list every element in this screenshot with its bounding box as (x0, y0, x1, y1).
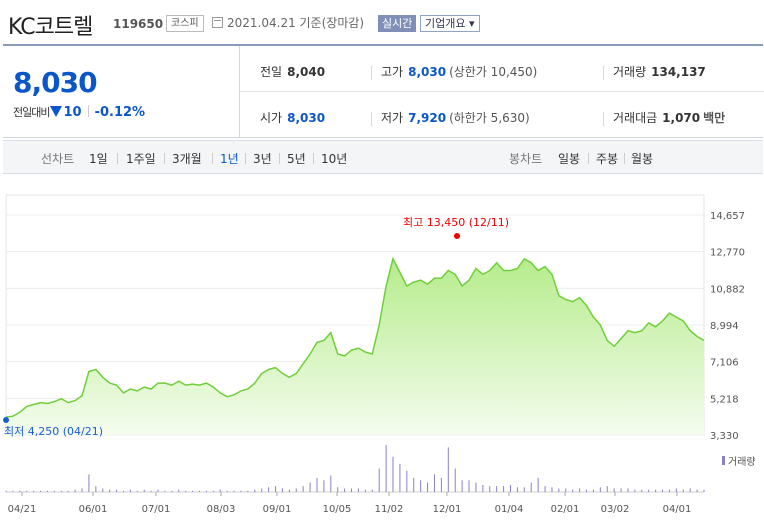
realtime-button[interactable]: 실시간 (378, 15, 417, 32)
x-tick-label: 12/01 (433, 504, 462, 515)
tab-daily[interactable]: 일봉 (558, 152, 581, 166)
stock-header: KC코트렐 119650 코스피 2021.04.21 기준(장마감) 실시간 … (0, 0, 764, 44)
y-tick-label: 5,218 (710, 394, 739, 405)
divider (371, 112, 372, 126)
tab-weekly[interactable]: 주봉 (596, 152, 619, 166)
divider (588, 153, 589, 164)
tab-10y[interactable]: 10년 (321, 152, 348, 166)
tab-1y[interactable]: 1년 (220, 152, 239, 166)
x-tick-label: 06/01 (79, 504, 108, 515)
company-info-dropdown[interactable]: 기업개요 ▾ (420, 15, 480, 32)
x-tick-label: 04/01 (663, 504, 692, 515)
stat-amount: 거래대금 1,070 백만 (613, 109, 725, 126)
x-tick-label: 01/04 (495, 504, 524, 515)
min-label: 최저 4,250 (04/21) (4, 425, 103, 438)
x-tick-label: 02/01 (551, 504, 580, 515)
divider (212, 153, 213, 164)
stat-label: 전일 (260, 65, 283, 79)
divider (603, 66, 604, 80)
x-tick-label: 03/02 (601, 504, 630, 515)
divider (240, 91, 764, 92)
y-tick-label: 3,330 (710, 431, 739, 442)
volume-legend-swatch (722, 456, 725, 465)
divider (245, 153, 246, 164)
down-triangle-icon (50, 106, 63, 117)
x-tick-label: 08/03 (207, 504, 236, 515)
price-summary: 8,030 전일대비 10 -0.12% 전일 8,040 고가 8,030 (상한가 1… (3, 44, 764, 138)
tab-1d[interactable]: 1일 (89, 152, 108, 166)
min-marker (3, 417, 9, 423)
stat-high: 고가 8,030 (상한가 10,450) (381, 63, 537, 80)
stat-volume: 거래량 134,137 (613, 63, 706, 80)
y-tick-label: 8,994 (710, 321, 739, 332)
stat-value: 134,137 (651, 65, 706, 79)
x-tick-label: 11/02 (375, 504, 404, 515)
stat-low: 저가 7,920 (하한가 5,630) (381, 109, 530, 126)
price-area (6, 258, 704, 435)
divider (313, 153, 314, 164)
max-label: 최고 13,450 (12/11) (403, 216, 509, 229)
calendar-icon (212, 17, 223, 28)
y-tick-label: 12,770 (710, 248, 745, 259)
y-tick-label: 10,882 (710, 284, 745, 295)
price-chart: 14,657 12,770 10,882 8,994 7,106 5,218 3,330 최고… (3, 194, 756, 515)
volume-legend-label: 거래량 (728, 456, 756, 468)
stat-value: 8,040 (287, 65, 326, 79)
change-percent: -0.12% (94, 105, 146, 120)
stat-value: 7,920 (408, 111, 447, 125)
lower-limit: (하한가 5,630) (449, 111, 530, 125)
divider (87, 105, 89, 117)
stock-code: 119650 (113, 17, 164, 31)
divider (279, 153, 280, 164)
line-chart-label: 선차트 (41, 152, 75, 166)
stat-label: 거래량 (613, 65, 647, 79)
divider (603, 112, 604, 126)
stat-label: 저가 (381, 111, 404, 125)
tab-1w[interactable]: 1주일 (126, 152, 156, 166)
tab-3m[interactable]: 3개월 (172, 152, 202, 166)
stat-open: 시가 8,030 (260, 109, 325, 126)
divider (164, 153, 165, 164)
price-change: 전일대비 10 -0.12% (13, 104, 145, 120)
x-tick-label: 04/21 (8, 504, 37, 515)
tab-monthly[interactable]: 월봉 (631, 152, 654, 166)
stat-label: 거래대금 (613, 111, 658, 125)
base-date-text: 2021.04.21 기준(장마감) (227, 16, 365, 30)
stat-label: 고가 (381, 65, 404, 79)
divider (624, 153, 625, 164)
current-price: 8,030 (13, 66, 98, 99)
stats-grid: 전일 8,040 고가 8,030 (상한가 10,450) 거래량 134,137 시… (239, 46, 764, 138)
stat-value: 8,030 (287, 111, 326, 125)
x-tick-label: 07/01 (142, 504, 171, 515)
stat-prev: 전일 8,040 (260, 63, 325, 80)
base-date: 2021.04.21 기준(장마감) (212, 15, 364, 32)
max-marker (454, 233, 460, 239)
amount-unit: 백만 (703, 111, 726, 125)
x-tick-label: 09/01 (263, 504, 292, 515)
upper-limit: (상한가 10,450) (449, 65, 538, 79)
x-tick-label: 10/05 (323, 504, 352, 515)
change-label: 전일대비 (13, 106, 50, 119)
divider (371, 66, 372, 80)
stat-value: 1,070 (662, 111, 701, 125)
price-line (5, 256, 705, 418)
y-tick-label: 7,106 (710, 358, 739, 369)
stat-value: 8,030 (408, 65, 447, 79)
change-value: 10 (63, 105, 82, 120)
candle-chart-label: 봉차트 (509, 152, 543, 166)
stock-name: KC코트렐 (8, 15, 93, 40)
tab-3y[interactable]: 3년 (253, 152, 272, 166)
chart-tabs: 선차트 1일 1주일 3개월 1년 3년 5년 10년 봉차트 일봉 주봉 월봉 (3, 140, 763, 174)
tab-5y[interactable]: 5년 (287, 152, 306, 166)
market-badge: 코스피 (166, 15, 204, 32)
divider (117, 153, 118, 164)
y-tick-label: 14,657 (710, 211, 745, 222)
stat-label: 시가 (260, 111, 283, 125)
